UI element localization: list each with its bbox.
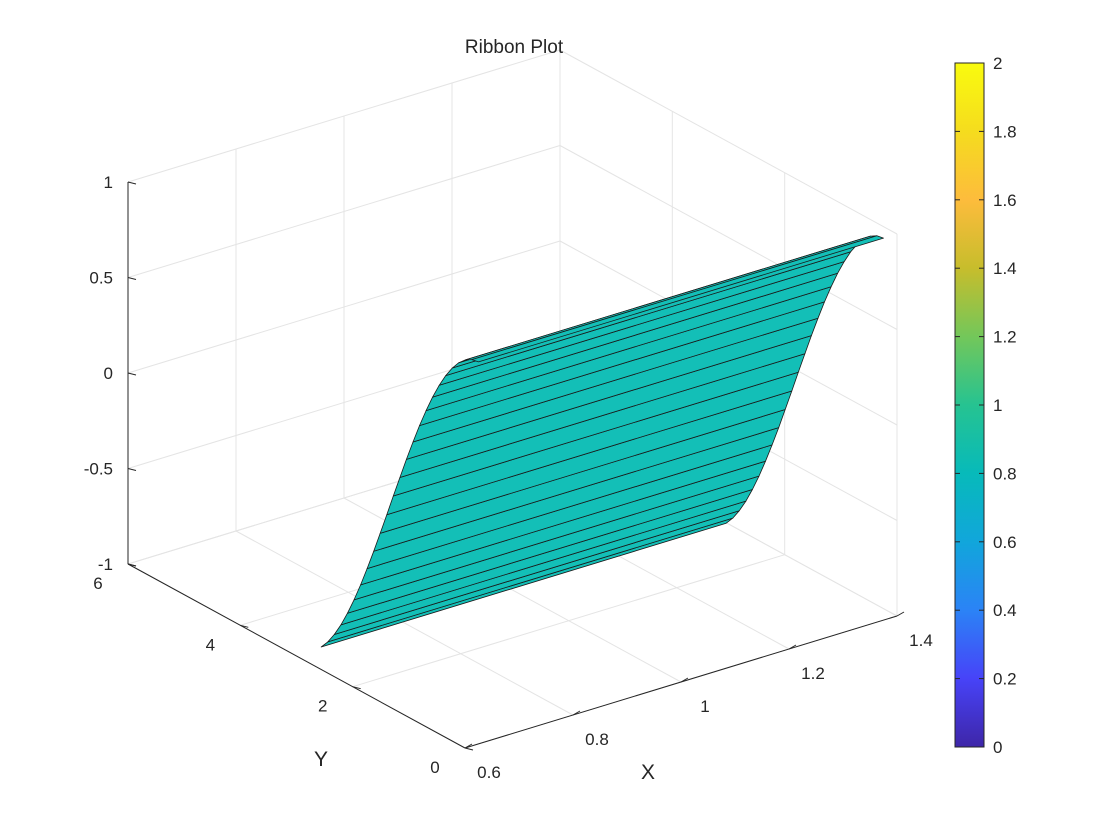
colorbar-tick-label: 1.4 (993, 259, 1017, 278)
colorbar-tick-label: 1 (993, 396, 1002, 415)
x-tick (896, 611, 905, 617)
x-tick (572, 710, 581, 716)
z-tick (127, 372, 137, 376)
ribbon-surface (320, 235, 884, 648)
y-tick-label: 4 (206, 635, 215, 654)
grid-line (559, 49, 898, 235)
colorbar-tick-label: 0 (993, 738, 1002, 757)
z-tick (127, 277, 137, 280)
colorbar-tick-label: 0.2 (993, 670, 1017, 689)
colorbar: 0 0.2 0.4 0.6 0.8 1 1.2 1.4 1.6 1.8 2 (954, 54, 1017, 757)
grid-line (559, 145, 898, 330)
z-tick (127, 468, 137, 471)
z-tick (127, 563, 137, 567)
y-axis-line (127, 563, 466, 749)
colorbar-tick-label: 1.6 (993, 191, 1017, 210)
x-tick-label: 1 (700, 697, 709, 716)
ribbon-strip (471, 235, 884, 363)
y-tick-label: 2 (318, 697, 327, 716)
colorbar-tick-label: 0.4 (993, 601, 1017, 620)
colorbar-tick-label: 1.8 (993, 122, 1017, 141)
grid-line (127, 49, 561, 183)
y-tick-label: 6 (93, 574, 102, 593)
y-tick (464, 747, 474, 751)
colorbar-tick-label: 1.2 (993, 328, 1017, 347)
z-tick (127, 181, 137, 185)
x-tick-label: 0.6 (477, 763, 501, 782)
x-tick-label: 1.4 (909, 631, 933, 650)
grid-line (235, 530, 574, 716)
x-tick (680, 677, 689, 683)
y-axis-label: Y (314, 748, 328, 771)
grid-line (127, 145, 561, 278)
y-tick (240, 624, 249, 628)
axes-lines (127, 181, 905, 751)
x-tick (464, 743, 473, 749)
colorbar-tick-label: 0.8 (993, 464, 1017, 483)
y-tick-label: 0 (430, 758, 439, 777)
z-tick-label: 1 (104, 173, 113, 192)
grid-line (352, 554, 785, 688)
x-tick-label: 1.2 (801, 664, 825, 683)
x-axis-label: X (641, 761, 655, 784)
colorbar-tick-label: 0.6 (993, 533, 1017, 552)
chart-title: Ribbon Plot (465, 37, 564, 58)
grid-line (127, 240, 561, 374)
tick-labels: 0.6 0.8 1 1.2 1.4 0 2 4 6-1 -0.5 0 0.5 1 (84, 173, 933, 782)
x-tick-label: 0.8 (585, 730, 609, 749)
y-tick (352, 686, 361, 690)
colorbar-tick-label: 2 (993, 54, 1002, 73)
z-tick-label: -0.5 (84, 460, 113, 479)
z-tick-label: -1 (98, 555, 113, 574)
x-tick (788, 644, 797, 650)
z-tick-label: 0.5 (89, 269, 113, 288)
z-tick-label: 0 (104, 364, 113, 383)
